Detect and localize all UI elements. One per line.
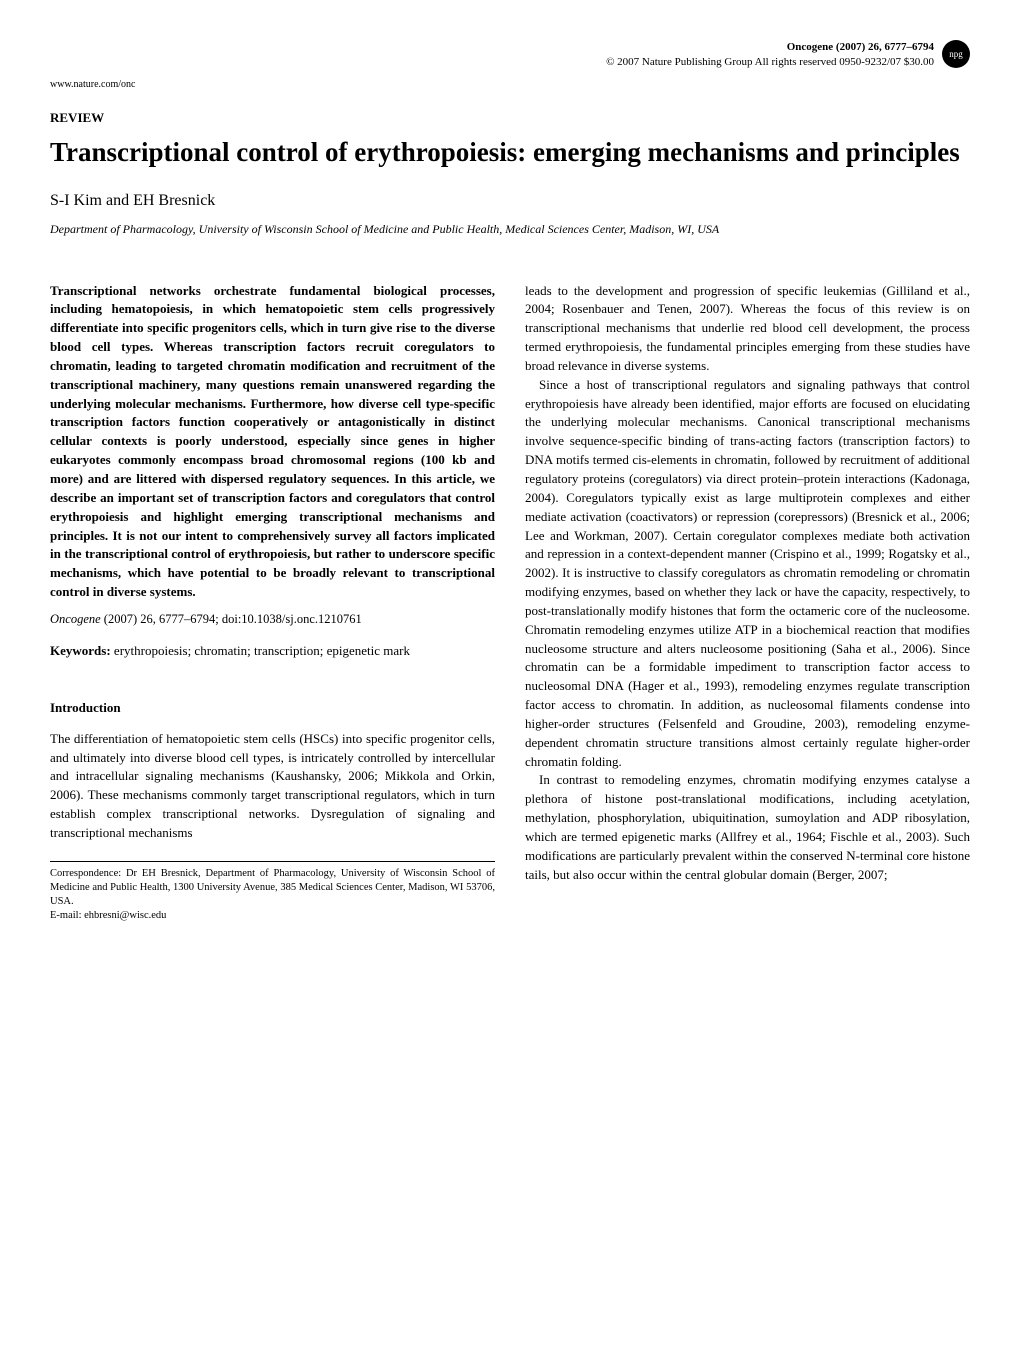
author-affiliation: Department of Pharmacology, University o… xyxy=(50,222,970,237)
journal-reference: Oncogene (2007) 26, 6777–6794 © 2007 Nat… xyxy=(606,40,934,71)
citation-details: (2007) 26, 6777–6794; doi:10.1038/sj.onc… xyxy=(101,612,362,626)
author-names: S-I Kim and EH Bresnick xyxy=(50,192,970,210)
intro-paragraph-1: The differentiation of hematopoietic ste… xyxy=(50,730,495,843)
left-column: Transcriptional networks orchestrate fun… xyxy=(50,282,495,924)
citation-journal: Oncogene xyxy=(50,612,101,626)
website-url: www.nature.com/onc xyxy=(50,79,970,90)
introduction-heading: Introduction xyxy=(50,699,495,718)
two-column-body: Transcriptional networks orchestrate fun… xyxy=(50,282,970,924)
article-citation: Oncogene (2007) 26, 6777–6794; doi:10.10… xyxy=(50,610,495,628)
right-column: leads to the development and progression… xyxy=(525,282,970,924)
publisher-logo-icon: npg xyxy=(942,40,970,68)
abstract-text: Transcriptional networks orchestrate fun… xyxy=(50,282,495,602)
body-paragraph-3: In contrast to remodeling enzymes, chrom… xyxy=(525,771,970,884)
correspondence-block: Correspondence: Dr EH Bresnick, Departme… xyxy=(50,861,495,924)
article-title: Transcriptional control of erythropoiesi… xyxy=(50,136,970,170)
correspondence-email: E-mail: ehbresni@wisc.edu xyxy=(50,909,495,923)
journal-header: Oncogene (2007) 26, 6777–6794 © 2007 Nat… xyxy=(50,40,970,71)
body-paragraph-1: leads to the development and progression… xyxy=(525,282,970,376)
keywords-block: Keywords: erythropoiesis; chromatin; tra… xyxy=(50,642,495,661)
body-paragraph-2: Since a host of transcriptional regulato… xyxy=(525,376,970,772)
correspondence-address: Correspondence: Dr EH Bresnick, Departme… xyxy=(50,867,495,910)
keywords-label: Keywords: xyxy=(50,643,111,658)
journal-citation-line: Oncogene (2007) 26, 6777–6794 xyxy=(606,40,934,55)
journal-copyright-line: © 2007 Nature Publishing Group All right… xyxy=(606,55,934,70)
keywords-text: erythropoiesis; chromatin; transcription… xyxy=(111,643,410,658)
article-type-label: REVIEW xyxy=(50,110,970,126)
